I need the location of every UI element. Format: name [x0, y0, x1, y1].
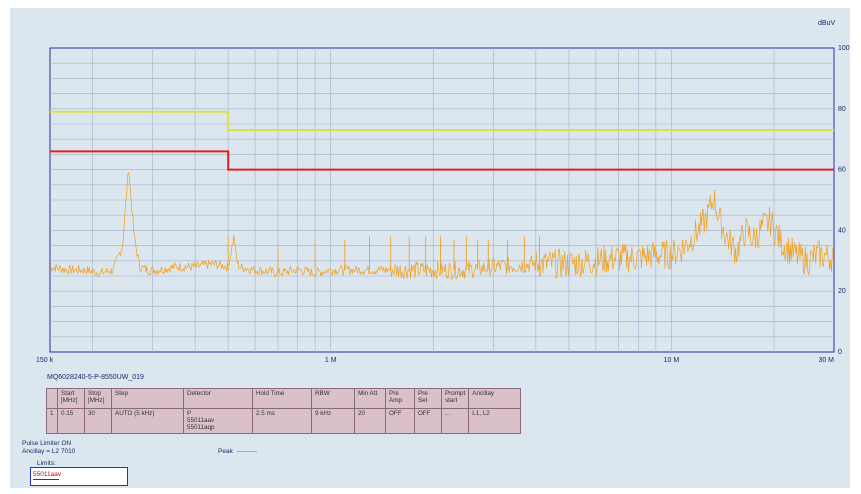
settings-value-cell: ...: [442, 409, 469, 434]
limits-box: 55011aav: [30, 467, 128, 486]
settings-header-cell: Prompt start: [442, 389, 469, 409]
settings-header-cell: Step: [112, 389, 184, 409]
settings-header-cell: Start [MHz]: [58, 389, 85, 409]
settings-value-cell: 1: [47, 409, 58, 434]
settings-value-cell: AUTO (5 kHz): [112, 409, 184, 434]
settings-header-cell: Pre Sel: [415, 389, 442, 409]
settings-header-cell: Hold Time: [253, 389, 312, 409]
y-tick-label: 60: [838, 167, 846, 174]
settings-value-cell: OFF: [386, 409, 415, 434]
settings-value-cell: P 55011aav 55011aqp: [184, 409, 253, 434]
grid: [50, 48, 834, 352]
trace-id: MQ6028240-5-P-8550UW_019: [47, 374, 144, 381]
settings-value-cell: 9 kHz: [312, 409, 355, 434]
x-tick-label: 10 M: [664, 357, 680, 364]
legend-peak-label: Peak: [218, 448, 233, 455]
settings-value-cell: 2.5 ms: [253, 409, 312, 434]
spectrum-chart: 0 20 40 60 80 100 150 k 1 M 10 M 30 M dBuV: [10, 8, 850, 368]
settings-header-cell: Stop [MHz]: [85, 389, 112, 409]
settings-header-cell: RBW: [312, 389, 355, 409]
pulse-limiter-text: Pulse Limiter ON: [22, 440, 71, 448]
settings-value-row: 1 0.15 30 AUTO (5 kHz) P 55011aav 55011a…: [47, 409, 521, 434]
limits-title: Limits:: [36, 460, 57, 467]
settings-header-cell: Pre Amp: [386, 389, 415, 409]
legend-peak: Peak: [218, 448, 257, 455]
settings-value-cell: L1, L2: [469, 409, 521, 434]
y-tick-label: 20: [838, 288, 846, 295]
y-tick-label: 80: [838, 106, 846, 113]
limits-item: 55011aav: [33, 471, 61, 480]
settings-header-cell: Ancillay: [469, 389, 521, 409]
settings-header-cell: Min Att: [355, 389, 386, 409]
y-unit-label: dBuV: [818, 20, 835, 27]
settings-header-cell: Detector: [184, 389, 253, 409]
y-tick-label: 100: [838, 45, 850, 52]
y-tick-label: 0: [838, 349, 842, 356]
settings-header-row: Start [MHz] Stop [MHz] Step Detector Hol…: [47, 389, 521, 409]
settings-header-cell: [47, 389, 58, 409]
ancillary-text: Ancillay = L2 7010: [22, 448, 75, 456]
limits-item-swatch: [33, 479, 59, 480]
x-tick-label: 1 M: [325, 357, 337, 364]
settings-value-cell: 30: [85, 409, 112, 434]
settings-value-cell: OFF: [415, 409, 442, 434]
settings-value-cell: 0.15: [58, 409, 85, 434]
limits-item-label: 55011aav: [33, 471, 61, 478]
x-tick-label: 150 k: [36, 357, 54, 364]
y-tick-label: 40: [838, 227, 846, 234]
settings-table: Start [MHz] Stop [MHz] Step Detector Hol…: [46, 388, 521, 434]
legend-peak-swatch: [237, 451, 257, 452]
chart-panel: 0 20 40 60 80 100 150 k 1 M 10 M 30 M dBuV MQ6028…: [10, 8, 850, 488]
settings-value-cell: 20: [355, 409, 386, 434]
x-tick-label: 30 M: [818, 357, 834, 364]
